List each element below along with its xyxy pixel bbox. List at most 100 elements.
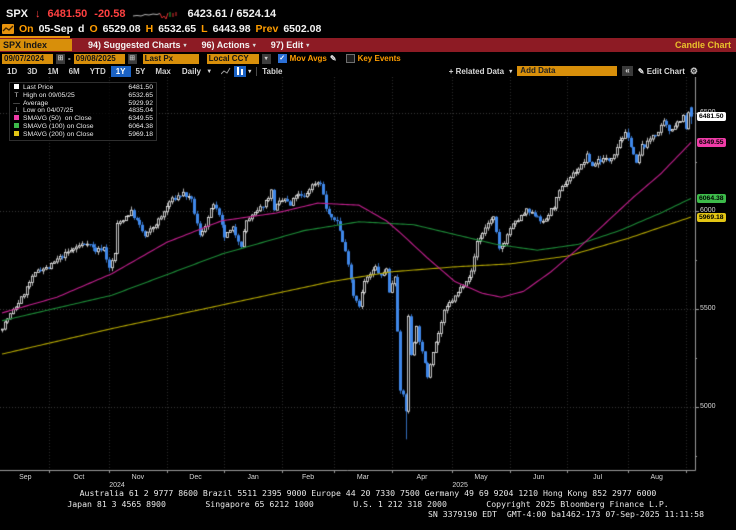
month-label: Mar <box>356 474 369 481</box>
legend-value: 5969.18 <box>128 130 153 138</box>
mov-avgs-checkbox[interactable]: ✓ <box>277 54 287 63</box>
menu-bar: SPX Index 94) Suggested Charts ▾ 96) Actio… <box>0 38 736 52</box>
y-axis-tick-label: 6000 <box>700 207 716 214</box>
price-field-input[interactable]: Last Px <box>142 53 199 64</box>
period-tab-6m[interactable]: 6M <box>68 66 80 76</box>
date-from-input[interactable]: 09/07/2024 <box>2 53 53 64</box>
frequency-select[interactable]: Daily ▼ <box>182 67 212 76</box>
chevron-down-icon: ▾ <box>183 43 187 49</box>
footer-session-info: SN 3379190 EDT GMT-4:00 ba1462-173 07-Se… <box>427 509 704 519</box>
currency-select[interactable]: Local CCY <box>206 53 259 64</box>
legend-label: Average <box>23 99 49 107</box>
chevron-down-icon: ▼ <box>206 68 213 75</box>
month-label: Dec <box>189 474 202 481</box>
edit-chart-label: Edit Chart <box>646 66 685 76</box>
legend-label: Low on 04/07/25 <box>23 107 74 115</box>
add-data-input[interactable]: Add Data <box>517 66 618 76</box>
legend-value: 4835.04 <box>128 107 153 115</box>
legend-value: 5929.92 <box>128 99 153 107</box>
table-button[interactable]: Table <box>262 66 283 76</box>
gear-icon[interactable]: ⚙ <box>689 65 698 76</box>
period-tab-max[interactable]: Max <box>155 66 171 76</box>
high-marker-icon: T <box>14 91 19 99</box>
period-toolbar: 1D 3D 1M 6M YTD 1Y 5Y Max Daily ▼ ▾ Table + Rel… <box>2 65 734 77</box>
chart-area: Last Price 6481.50 T High on 09/05/25 6532.6… <box>0 77 736 489</box>
calendar-icon[interactable]: ⊞ <box>56 53 65 64</box>
related-data-label: + Related Data <box>448 66 505 76</box>
price-change: -20.58 <box>94 8 126 20</box>
legend-row: SMAVG (100) on Close 6064.38 <box>13 122 153 131</box>
terminal-footer: Australia 61 2 9777 8600 Brazil 5511 239… <box>0 488 736 520</box>
legend-label: Last Price <box>23 84 54 91</box>
legend-row: SMAVG (50) on Close 6349.55 <box>13 115 153 123</box>
month-label: Sep <box>19 474 32 481</box>
period-tab-3d[interactable]: 3D <box>27 66 38 76</box>
price-down-arrow-icon: ↓ <box>35 8 41 20</box>
edit-chart-button[interactable]: ✎ Edit Chart <box>638 67 685 76</box>
frequency-label: Daily <box>181 66 201 76</box>
intraday-chart-icon[interactable] <box>2 24 14 34</box>
legend-value: 6349.55 <box>128 115 153 123</box>
month-label: Jul <box>593 474 603 481</box>
legend-swatch <box>13 122 20 131</box>
last-price: 6481.50 <box>47 8 88 20</box>
swatch <box>14 115 19 121</box>
edit-mov-avgs-icon[interactable]: ✎ <box>329 54 337 63</box>
chart-legend: Last Price 6481.50 T High on 09/05/25 6532.6… <box>9 82 157 141</box>
candle-chart-icon[interactable] <box>234 65 247 77</box>
menu-item[interactable]: 97) Edit ▾ <box>270 40 310 50</box>
month-label: Oct <box>73 474 85 481</box>
legend-label: SMAVG (100) on Close <box>23 122 94 130</box>
y-axis-tick-label: 5000 <box>700 403 716 410</box>
month-label: Aug <box>650 474 663 481</box>
high-value: 6532.65 <box>158 23 197 35</box>
bid-ask: 6423.61 / 6524.14 <box>187 8 277 20</box>
swatch <box>14 130 19 136</box>
low-marker-icon: ⊥ <box>13 107 20 115</box>
legend-swatch <box>13 130 20 139</box>
price-badge: 6349.55 <box>697 137 726 147</box>
date-to-input[interactable]: 09/08/2025 <box>73 53 125 64</box>
currency-dropdown-icon[interactable]: ▾ <box>261 53 271 64</box>
period-tab-1y[interactable]: 1Y <box>110 65 131 77</box>
legend-value: 6532.65 <box>128 91 153 99</box>
month-label: Feb <box>302 474 315 481</box>
period-tab-ytd[interactable]: YTD <box>89 66 106 76</box>
y-axis-tick-label: 5500 <box>700 305 716 312</box>
session-line: On 05-Sep d O 6529.08 H 6532.65 L 6443.9… <box>2 23 321 35</box>
chevron-down-icon: ▾ <box>306 43 310 49</box>
legend-row: T High on 09/05/25 6532.65 <box>13 92 153 100</box>
line-chart-icon[interactable] <box>218 66 234 77</box>
month-label: Jan <box>247 474 259 481</box>
legend-swatch <box>13 115 20 123</box>
active-tab-indicator <box>0 36 70 38</box>
month-label: Jun <box>532 474 545 481</box>
key-events-label: Key Events <box>357 54 401 63</box>
period-tab-1d[interactable]: 1D <box>7 66 18 76</box>
related-data-button[interactable]: + Related Data ▾ <box>449 67 513 76</box>
legend-label: SMAVG (200) on Close <box>23 130 94 138</box>
menu-item[interactable]: 96) Actions ▾ <box>201 40 256 50</box>
security-input[interactable]: SPX Index <box>0 39 72 51</box>
intraday-sparkline <box>132 7 181 21</box>
period-tab-1m[interactable]: 1M <box>47 66 59 76</box>
chevron-down-icon: ▾ <box>252 43 256 49</box>
calendar-icon[interactable]: ⊞ <box>127 53 137 64</box>
session-date: 05-Sep <box>38 23 74 35</box>
menu-item[interactable]: 94) Suggested Charts ▾ <box>88 40 187 50</box>
year-label: 2025 <box>452 482 468 489</box>
chart-type-dropdown-icon[interactable]: ▾ <box>248 68 252 75</box>
collapse-panel-button[interactable]: « <box>622 66 633 76</box>
toolbar-right-cluster: + Related Data ▾ Add Data « ✎ Edit Chart… <box>449 66 734 77</box>
footer-contact-line-1: Australia 61 2 9777 8600 Brazil 5511 239… <box>79 488 657 498</box>
legend-row: Last Price 6481.50 <box>13 84 153 92</box>
candlestick-chart-canvas[interactable] <box>0 77 736 486</box>
prev-value: 6502.08 <box>283 23 322 35</box>
period-tabs: 1D 3D 1M 6M YTD 1Y 5Y Max <box>2 65 176 77</box>
month-label: Apr <box>416 474 428 481</box>
key-events-checkbox[interactable] <box>345 54 355 63</box>
chevron-down-icon: ▾ <box>509 68 513 75</box>
chart-settings-toolbar: 09/07/2024 ⊞ - 09/08/2025 ⊞ Last Px Loca… <box>2 53 401 64</box>
period-tab-5y[interactable]: 5Y <box>135 66 146 76</box>
low-value: 6443.98 <box>212 23 251 35</box>
